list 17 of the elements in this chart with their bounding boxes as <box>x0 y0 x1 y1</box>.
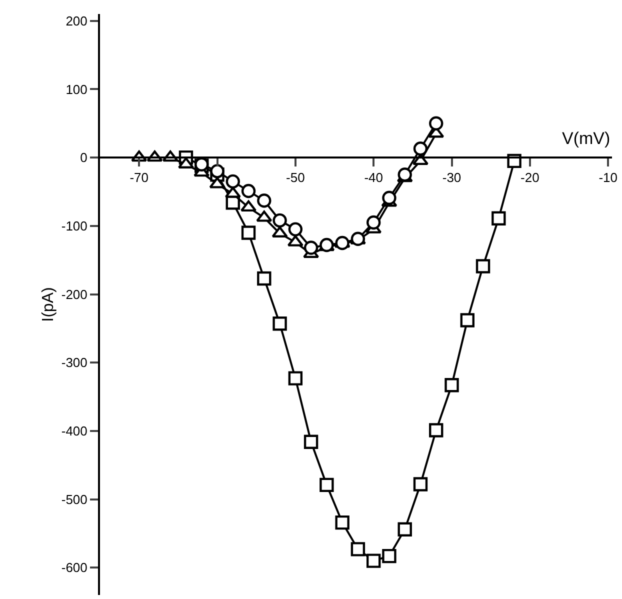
x-axis-title: V(mV) <box>562 129 610 148</box>
x-tick-label: -30 <box>442 170 462 186</box>
y-tick-label: 0 <box>80 150 88 166</box>
x-tick-label: -70 <box>130 170 148 186</box>
y-tick-label: 100 <box>66 82 88 97</box>
x-tick-label: -40 <box>364 170 383 186</box>
y-tick-label: 200 <box>66 13 88 28</box>
x-tick-label: -50 <box>286 170 305 186</box>
x-tick-label: -10 <box>598 170 618 186</box>
y-tick-label: -500 <box>61 492 88 507</box>
y-tick-label: -400 <box>61 424 88 438</box>
x-tick-label: -20 <box>520 170 540 186</box>
y-axis-title: I(pA) <box>40 287 57 322</box>
y-tick-label: -200 <box>61 286 88 302</box>
y-tick-label: -100 <box>61 218 88 234</box>
y-tick-label: -600 <box>61 560 88 576</box>
y-tick-label: -300 <box>61 355 88 370</box>
